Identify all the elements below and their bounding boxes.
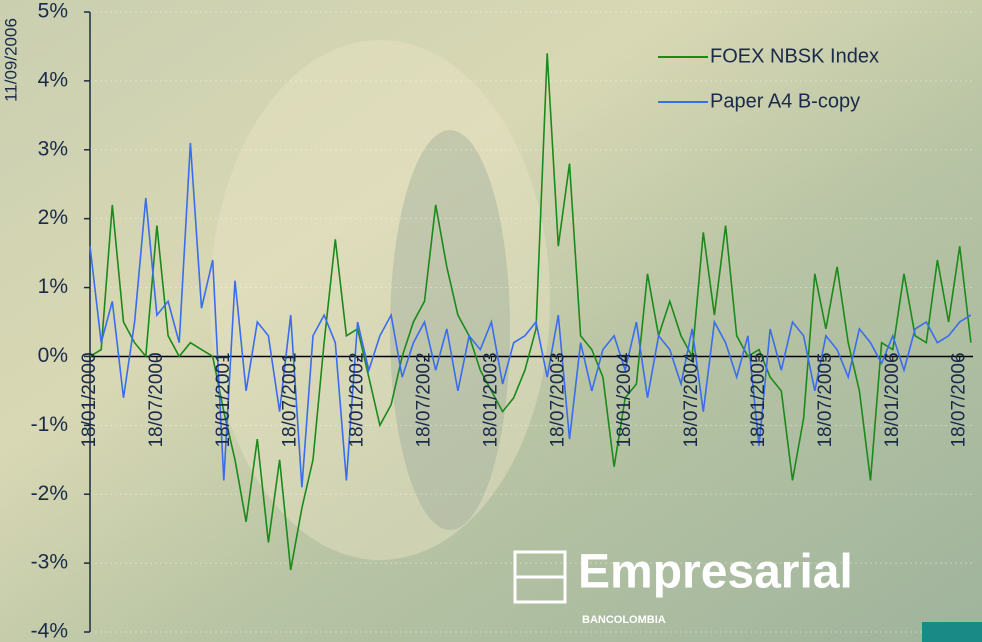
x-tick-label: 18/01/2005 (748, 352, 769, 447)
brand-name: Empresarial (578, 546, 853, 599)
y-tick-label: -3% (31, 551, 68, 574)
x-tick-label: 18/07/2004 (681, 352, 702, 448)
legend-label: FOEX NBSK Index (710, 45, 879, 67)
chart: -4% -3% -2% -1% 0% 1% 2% 3% 4% 5% 18/01/2000 18/07/… (0, 0, 982, 642)
x-tick-label: 18/07/2003 (547, 352, 568, 447)
y-tick-label: 4% (38, 68, 68, 91)
x-tick-label: 18/07/2000 (146, 352, 167, 447)
x-tick-label: 18/01/2001 (213, 352, 234, 447)
x-tick-label: 18/01/2000 (79, 352, 100, 447)
y-tick-label: -1% (31, 413, 68, 436)
corner-label: 11/09/2006 (1, 18, 20, 102)
x-tick-label: 18/07/2002 (414, 352, 435, 447)
y-tick-label: 1% (38, 275, 68, 298)
legend-label: Paper A4 B-copy (710, 90, 860, 112)
x-tick-label: 18/07/2005 (815, 352, 836, 447)
background-shape (390, 130, 510, 530)
x-tick-label: 18/07/2006 (949, 352, 970, 447)
x-tick-label: 18/07/2001 (280, 352, 301, 447)
x-tick-label: 18/01/2006 (882, 352, 903, 447)
y-tick-label: -2% (31, 482, 68, 505)
corner-block (922, 622, 982, 642)
y-tick-label: 5% (38, 0, 68, 23)
y-tick-label: 0% (38, 344, 68, 367)
y-tick-label: -4% (31, 620, 68, 642)
x-tick-label: 18/01/2004 (614, 352, 635, 448)
y-tick-label: 2% (38, 206, 68, 229)
brand-sub: BANCOLOMBIA (582, 614, 666, 626)
y-tick-label: 3% (38, 137, 68, 160)
x-tick-label: 18/01/2002 (347, 352, 368, 447)
x-tick-label: 18/01/2003 (480, 352, 501, 447)
